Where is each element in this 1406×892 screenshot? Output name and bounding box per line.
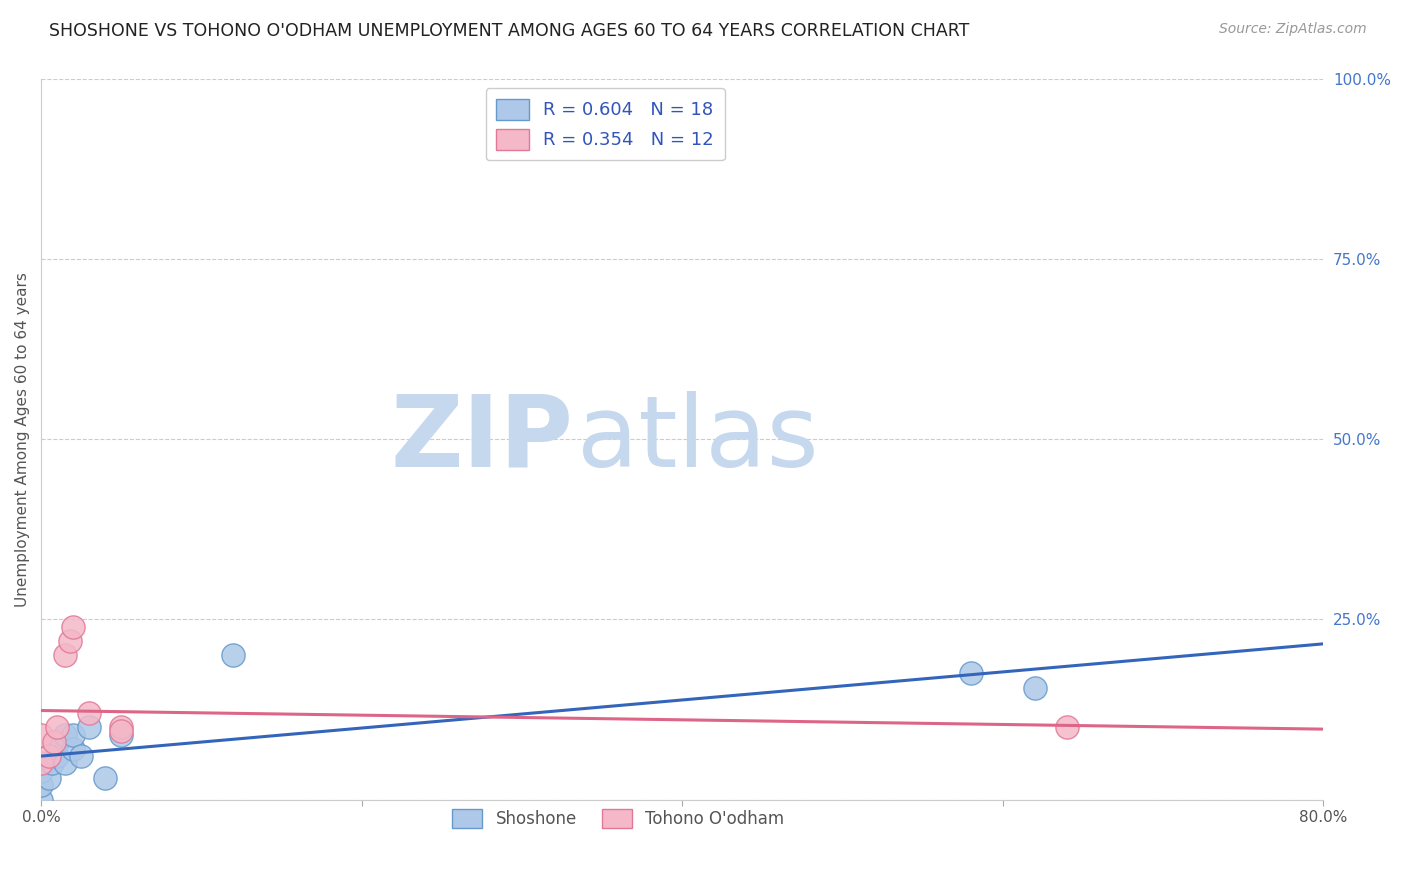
Point: [1024, 681, 1046, 695]
Point: [30, 756, 52, 771]
Point: [53, 756, 76, 771]
Text: SHOSHONE VS TOHONO O'ODHAM UNEMPLOYMENT AMONG AGES 60 TO 64 YEARS CORRELATION CH: SHOSHONE VS TOHONO O'ODHAM UNEMPLOYMENT …: [49, 22, 970, 40]
Point: [70, 749, 93, 764]
Point: [1056, 721, 1078, 735]
Text: ZIP: ZIP: [391, 391, 574, 488]
Text: atlas: atlas: [576, 391, 818, 488]
Point: [46, 721, 69, 735]
Point: [59, 634, 82, 648]
Point: [77, 706, 100, 720]
Point: [30, 728, 52, 742]
Point: [62, 619, 84, 633]
Point: [110, 728, 132, 742]
Point: [38, 771, 60, 785]
Point: [77, 721, 100, 735]
Point: [53, 648, 76, 663]
Point: [53, 728, 76, 742]
Point: [30, 778, 52, 792]
Point: [41, 756, 63, 771]
Point: [110, 721, 132, 735]
Legend: Shoshone, Tohono O'odham: Shoshone, Tohono O'odham: [446, 802, 790, 834]
Point: [38, 749, 60, 764]
Point: [222, 648, 245, 663]
Y-axis label: Unemployment Among Ages 60 to 64 years: Unemployment Among Ages 60 to 64 years: [15, 272, 30, 607]
Point: [42, 735, 65, 749]
Point: [94, 771, 117, 785]
Point: [62, 728, 84, 742]
Point: [46, 735, 69, 749]
Point: [30, 764, 52, 778]
Point: [959, 666, 981, 681]
Text: Source: ZipAtlas.com: Source: ZipAtlas.com: [1219, 22, 1367, 37]
Point: [46, 749, 69, 764]
Point: [110, 724, 132, 739]
Point: [62, 742, 84, 756]
Point: [30, 792, 52, 806]
